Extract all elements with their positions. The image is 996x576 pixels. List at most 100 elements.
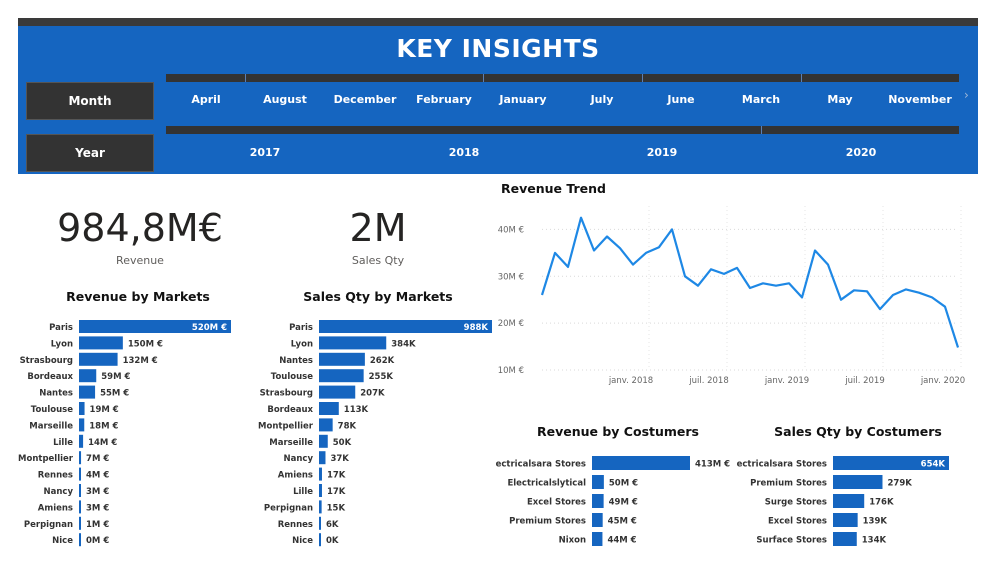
- bar[interactable]: [79, 336, 123, 350]
- category-label: Lille: [53, 438, 73, 448]
- x-tick-label: juil. 2018: [688, 376, 729, 386]
- bar[interactable]: [319, 369, 364, 383]
- year-slicer-item[interactable]: 2018: [448, 146, 480, 159]
- data-label: 176K: [869, 498, 894, 508]
- bar[interactable]: [79, 533, 81, 547]
- category-label: Lille: [293, 487, 313, 497]
- month-slicer-item[interactable]: August: [263, 93, 307, 106]
- bar[interactable]: [833, 513, 858, 527]
- bar[interactable]: [592, 456, 690, 470]
- data-label: 0K: [326, 536, 339, 546]
- category-label: Lyon: [51, 339, 73, 349]
- data-label: 262K: [370, 356, 395, 366]
- data-label: 0M €: [86, 536, 109, 546]
- data-label: 19M €: [90, 405, 119, 415]
- bar[interactable]: [319, 385, 356, 399]
- x-tick-label: juil. 2019: [844, 376, 885, 386]
- data-label: 139K: [863, 517, 888, 527]
- bar[interactable]: [319, 484, 322, 497]
- data-label: 55M €: [100, 389, 129, 399]
- bar[interactable]: [79, 500, 81, 514]
- data-label: 4M €: [86, 471, 109, 481]
- bar[interactable]: [592, 532, 603, 546]
- bar[interactable]: [79, 467, 81, 481]
- sales-qty-by-markets-title: Sales Qty by Markets: [303, 289, 453, 304]
- bar[interactable]: [319, 352, 365, 366]
- bar[interactable]: [79, 434, 84, 448]
- category-label: Electricalsara Stores: [496, 460, 586, 470]
- bar[interactable]: [79, 484, 81, 497]
- data-label: 255K: [369, 372, 394, 382]
- bar[interactable]: [79, 451, 82, 465]
- bar[interactable]: [319, 516, 321, 530]
- month-slicer-item[interactable]: March: [741, 93, 781, 106]
- revenue-by-costumers-title: Revenue by Costumers: [537, 424, 699, 439]
- data-label: 50M €: [609, 479, 638, 489]
- bar[interactable]: [833, 475, 883, 489]
- category-label: Toulouse: [271, 372, 313, 382]
- x-tick-label: janv. 2020: [920, 376, 965, 386]
- revenue-trend-line[interactable]: [540, 216, 960, 348]
- x-tick-label: janv. 2018: [608, 376, 653, 386]
- revenue-by-markets-title: Revenue by Markets: [66, 289, 210, 304]
- year-slicer-item[interactable]: 2019: [646, 146, 678, 159]
- strip-divider: [801, 74, 802, 82]
- bar[interactable]: [79, 402, 85, 415]
- bar[interactable]: [319, 418, 333, 432]
- data-label: 1M €: [86, 520, 109, 530]
- category-label: Strasbourg: [260, 389, 313, 399]
- y-tick-label: 30M €: [498, 272, 524, 282]
- month-slicer-item[interactable]: November: [888, 93, 952, 106]
- month-slicer-item[interactable]: December: [333, 93, 397, 106]
- bar[interactable]: [79, 385, 96, 399]
- bar[interactable]: [319, 336, 387, 350]
- data-label: 17K: [327, 487, 346, 497]
- bar[interactable]: [319, 434, 328, 448]
- category-label: Surface Stores: [756, 536, 827, 546]
- month-slicer-item[interactable]: April: [191, 93, 221, 106]
- data-label: 150M €: [128, 339, 163, 349]
- category-label: Perpignan: [24, 520, 73, 530]
- month-slicer-item[interactable]: May: [827, 93, 853, 106]
- chevron-right-icon[interactable]: ›: [964, 88, 969, 102]
- bar[interactable]: [833, 456, 949, 470]
- year-slicer-item[interactable]: 2017: [249, 146, 281, 159]
- bar[interactable]: [319, 500, 322, 514]
- strip-divider: [761, 126, 762, 134]
- bar[interactable]: [319, 451, 326, 465]
- bar[interactable]: [79, 369, 97, 383]
- bar[interactable]: [79, 320, 231, 333]
- bar[interactable]: [319, 320, 492, 333]
- data-label: 520M €: [192, 323, 227, 333]
- category-label: Toulouse: [31, 405, 73, 415]
- month-slicer-item[interactable]: February: [416, 93, 472, 106]
- strip-divider: [483, 74, 484, 82]
- month-slicer-label: Month: [26, 82, 154, 120]
- bar[interactable]: [79, 516, 81, 530]
- bar[interactable]: [319, 533, 321, 547]
- bar[interactable]: [592, 513, 603, 527]
- data-label: 7M €: [86, 454, 109, 464]
- category-label: Marseille: [269, 438, 313, 448]
- bar[interactable]: [833, 532, 857, 546]
- year-slicer-item[interactable]: 2020: [845, 146, 877, 159]
- data-label: 37K: [330, 454, 349, 464]
- data-label: 18M €: [89, 421, 118, 431]
- bar[interactable]: [592, 494, 604, 508]
- bar[interactable]: [79, 418, 85, 432]
- sales-qty-by-costumers-chart: Electricalsara Stores 654K Premium Stores 2…: [736, 456, 949, 546]
- category-label: Nancy: [44, 487, 74, 497]
- bar[interactable]: [319, 402, 339, 415]
- revenue-by-costumers-chart: Electricalsara Stores 413M € Electricalsly…: [496, 456, 730, 546]
- data-label: 3M €: [86, 503, 109, 513]
- category-label: Paris: [49, 323, 73, 333]
- bar[interactable]: [592, 475, 604, 489]
- month-slicer-item[interactable]: July: [590, 93, 614, 106]
- bar[interactable]: [79, 352, 118, 366]
- data-label: 49M €: [609, 498, 638, 508]
- data-label: 3M €: [86, 487, 109, 497]
- bar[interactable]: [833, 494, 865, 508]
- month-slicer-item[interactable]: January: [499, 93, 547, 106]
- month-slicer-item[interactable]: June: [667, 93, 695, 106]
- bar[interactable]: [319, 467, 322, 481]
